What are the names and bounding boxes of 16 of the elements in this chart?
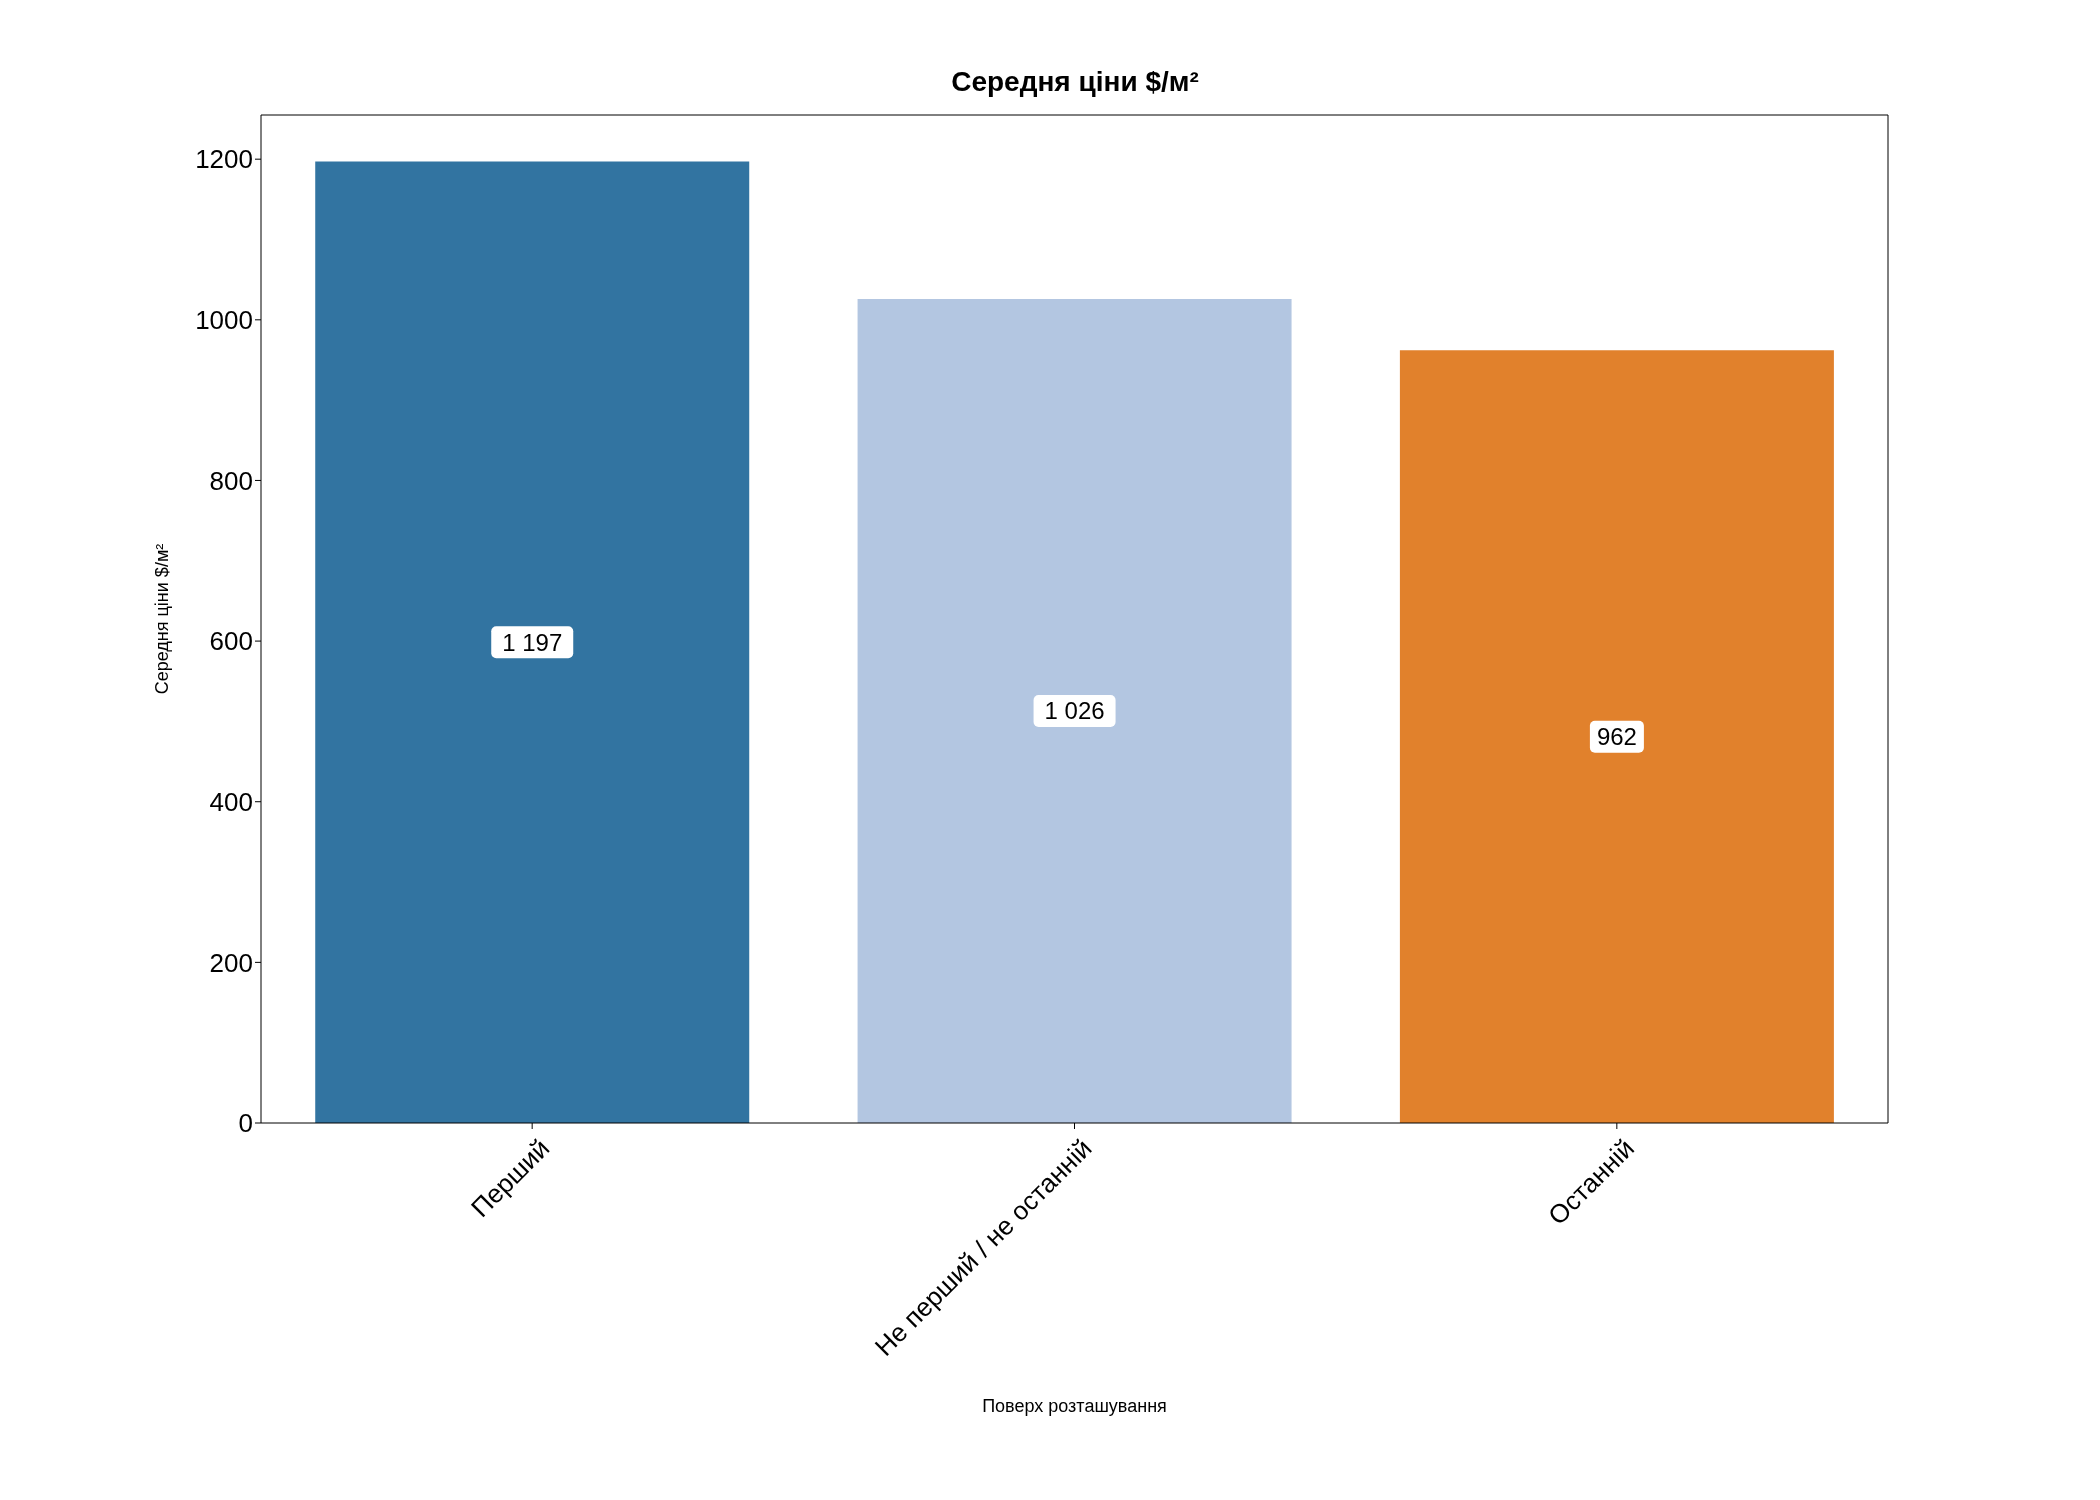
y-tick-label: 800 [209,465,253,496]
bar [1399,350,1834,1123]
y-tick-label: 600 [209,626,253,657]
y-tick-label: 1000 [195,305,253,336]
data-label: 1 197 [502,628,563,656]
y-tick-label: 200 [209,947,253,978]
y-axis-title: Середня ціни $/м² [151,543,172,695]
bar [857,298,1292,1123]
data-label: 1 026 [1044,697,1105,725]
y-tick-label: 0 [238,1108,253,1139]
y-tick-label: 400 [209,786,253,817]
x-axis-title: Поверх розташування [982,1395,1167,1416]
data-label: 962 [1596,723,1637,751]
y-tick-label: 1200 [195,144,253,175]
bar [315,161,750,1123]
chart-title: Середня ціни $/м² [950,66,1200,98]
